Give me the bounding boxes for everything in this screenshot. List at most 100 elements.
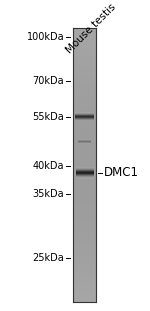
- Bar: [73, 130, 96, 131]
- Bar: [73, 53, 96, 54]
- Bar: [73, 181, 96, 182]
- Bar: [73, 51, 96, 52]
- Bar: [73, 132, 96, 133]
- Bar: [73, 126, 96, 127]
- Bar: [73, 242, 96, 243]
- Bar: [73, 65, 96, 66]
- Bar: [73, 141, 96, 142]
- Bar: [73, 297, 96, 298]
- Bar: [73, 85, 96, 86]
- Bar: [73, 163, 96, 164]
- Bar: [73, 254, 96, 255]
- Bar: [73, 72, 96, 73]
- Bar: [73, 173, 96, 174]
- Bar: [73, 32, 96, 33]
- Bar: [73, 49, 96, 50]
- Bar: [73, 219, 96, 220]
- Bar: [73, 274, 96, 275]
- Bar: [73, 188, 96, 189]
- Bar: [73, 182, 96, 183]
- Bar: [73, 138, 96, 139]
- Bar: [73, 150, 96, 151]
- Bar: [73, 40, 96, 41]
- Bar: [73, 276, 96, 277]
- Bar: [73, 114, 96, 115]
- Bar: [73, 34, 96, 35]
- Bar: [73, 78, 96, 79]
- Bar: [73, 215, 96, 216]
- Bar: [73, 137, 96, 138]
- Bar: [73, 165, 96, 166]
- Bar: [73, 59, 96, 60]
- Bar: [73, 86, 96, 87]
- Bar: [73, 298, 96, 299]
- Bar: [73, 217, 96, 218]
- Bar: [73, 133, 96, 134]
- Bar: [73, 203, 96, 204]
- Bar: [73, 198, 96, 199]
- Bar: [73, 266, 96, 267]
- Bar: [73, 167, 96, 168]
- Bar: [73, 286, 96, 287]
- Text: 25kDa: 25kDa: [32, 253, 64, 263]
- Bar: [73, 131, 96, 132]
- Bar: [73, 230, 96, 231]
- Bar: [73, 228, 96, 229]
- Bar: [73, 292, 96, 293]
- Bar: [73, 172, 96, 173]
- Bar: [73, 102, 96, 103]
- Bar: [73, 56, 96, 57]
- Bar: [73, 221, 96, 222]
- Bar: [73, 282, 96, 283]
- Bar: [73, 281, 96, 282]
- Bar: [73, 125, 96, 126]
- Bar: [73, 164, 96, 165]
- Bar: [73, 52, 96, 53]
- Bar: [73, 68, 96, 69]
- Bar: [73, 233, 96, 234]
- Bar: [73, 55, 96, 56]
- Bar: [73, 54, 96, 55]
- Bar: [73, 243, 96, 244]
- Bar: [73, 142, 96, 143]
- Bar: [73, 238, 96, 239]
- Bar: [73, 197, 96, 198]
- Bar: [73, 179, 96, 180]
- Bar: [73, 157, 96, 158]
- Bar: [73, 199, 96, 200]
- Bar: [73, 140, 96, 141]
- Bar: [73, 259, 96, 260]
- Bar: [73, 301, 96, 302]
- Bar: [73, 166, 96, 167]
- Bar: [73, 161, 96, 162]
- Bar: [73, 119, 96, 120]
- Bar: [73, 62, 96, 63]
- Bar: [73, 95, 96, 96]
- Bar: [73, 258, 96, 259]
- Bar: [73, 47, 96, 48]
- Bar: [73, 111, 96, 112]
- Bar: [73, 247, 96, 248]
- Bar: [73, 287, 96, 288]
- Bar: [73, 127, 96, 128]
- Bar: [73, 155, 96, 156]
- Bar: [73, 45, 96, 46]
- Bar: [73, 300, 96, 301]
- Bar: [73, 190, 96, 191]
- Bar: [73, 291, 96, 292]
- Bar: [73, 255, 96, 256]
- Bar: [73, 84, 96, 85]
- Bar: [73, 87, 96, 88]
- Bar: [73, 260, 96, 261]
- Bar: [73, 28, 96, 29]
- Bar: [73, 109, 96, 110]
- Bar: [73, 296, 96, 297]
- Bar: [73, 251, 96, 252]
- Bar: [73, 244, 96, 245]
- Bar: [73, 204, 96, 205]
- Bar: [73, 227, 96, 228]
- Bar: [73, 180, 96, 181]
- Bar: [73, 83, 96, 84]
- Bar: [73, 103, 96, 104]
- Bar: [73, 201, 96, 202]
